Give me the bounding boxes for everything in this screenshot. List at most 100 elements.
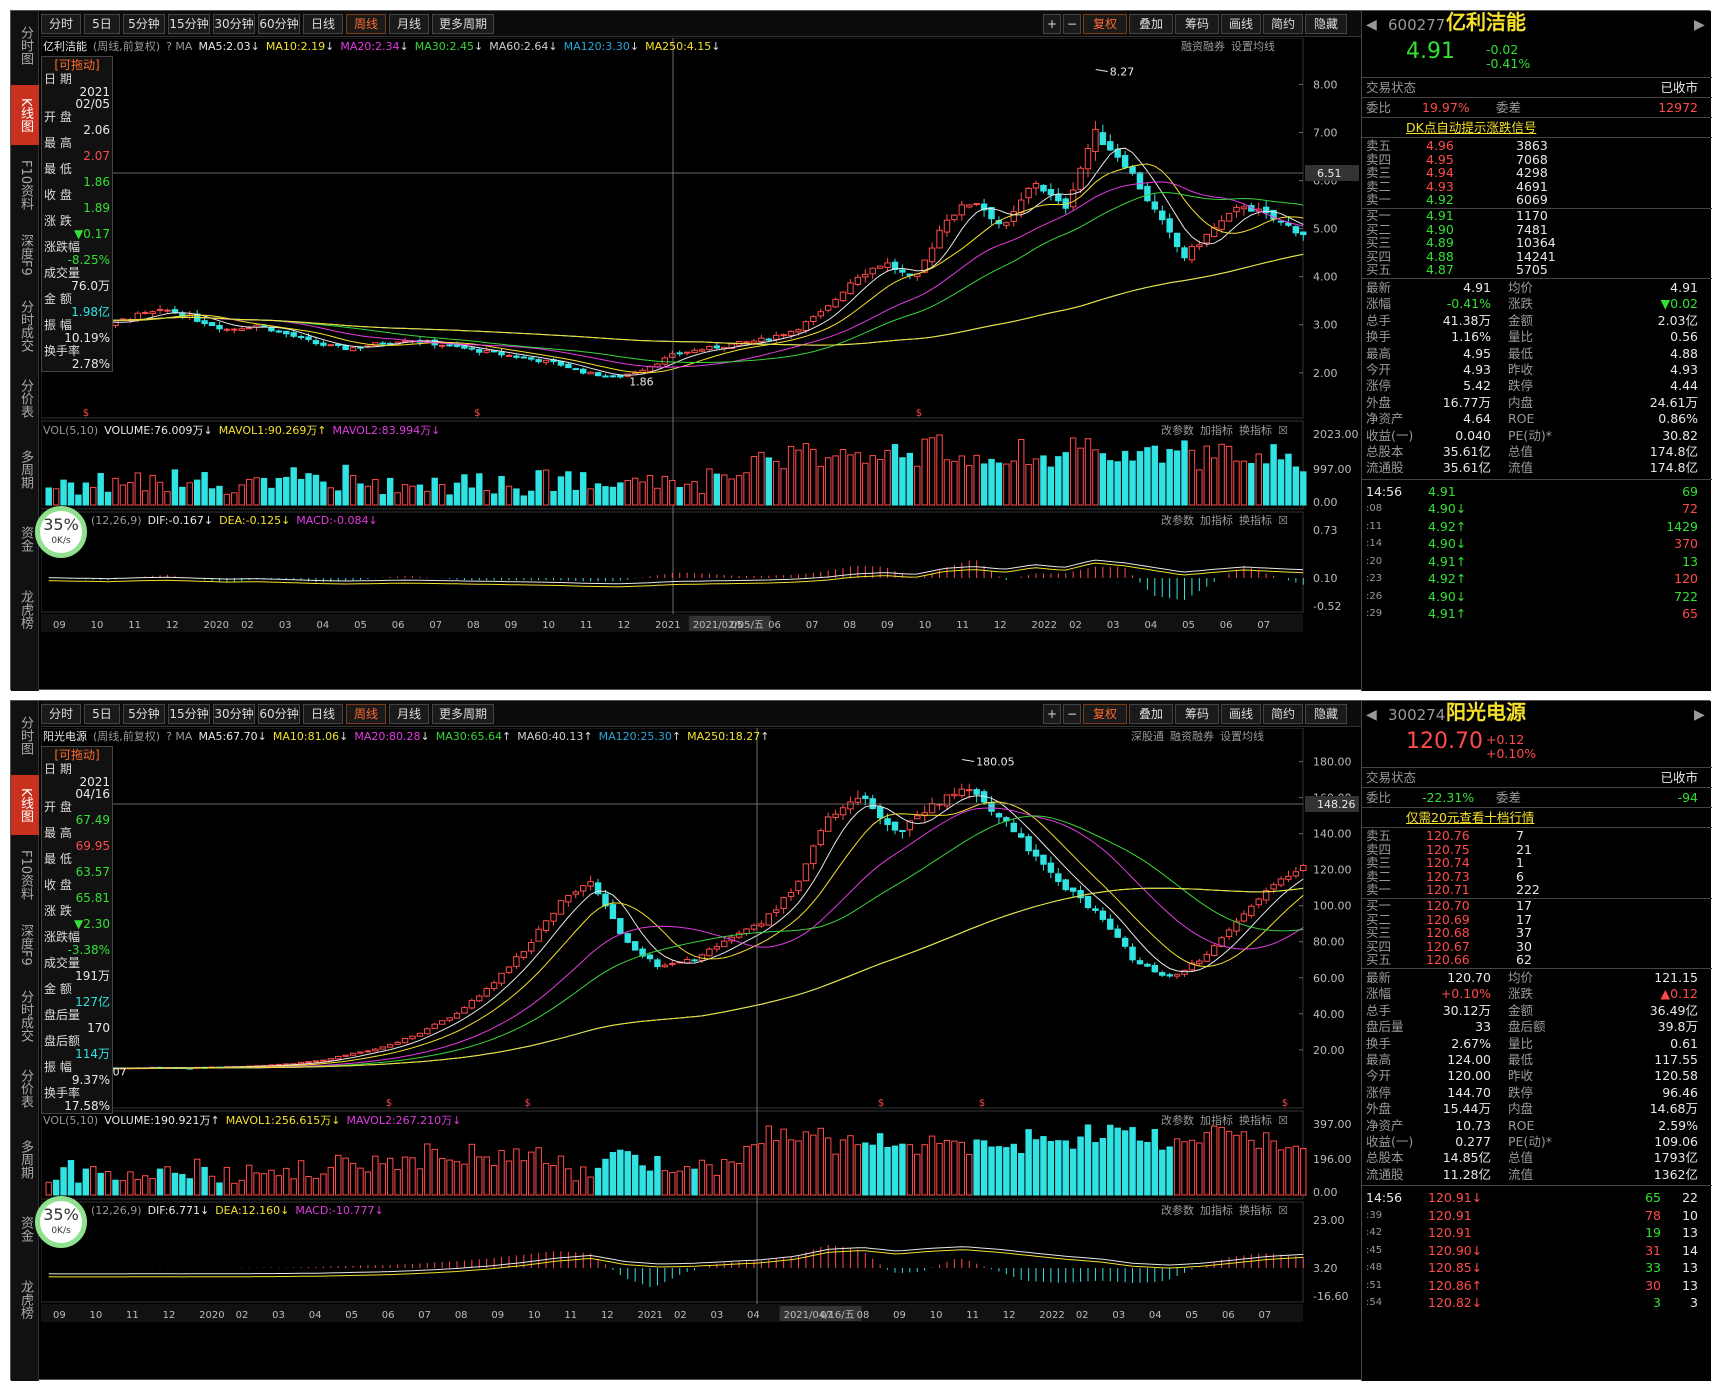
orderbook-row[interactable]: 买二 4.90 7481 xyxy=(1366,222,1706,237)
orderbook-row[interactable]: 买四 4.88 14241 xyxy=(1366,250,1706,264)
toolbar-right-button-3[interactable]: 叠加 xyxy=(1129,704,1173,724)
orderbook-row[interactable]: 卖三 120.74 1 xyxy=(1366,856,1706,870)
orderbook-row[interactable]: 卖三 4.94 4298 xyxy=(1366,166,1706,180)
next-stock-icon[interactable]: ▶ xyxy=(1694,17,1705,33)
toolbar-right-button-2[interactable]: 复权 xyxy=(1083,704,1127,724)
network-speed-badge[interactable]: 35% 0K/s xyxy=(35,1196,87,1248)
stock-name[interactable]: 亿利洁能 xyxy=(43,40,87,53)
toolbar-right-button-7[interactable]: 隐藏 xyxy=(1305,704,1347,724)
data-window[interactable]: [可拖动] 日 期 2021 04/16 开 盘 67.49 最 高 69.95 最 低 63.… xyxy=(41,746,113,1114)
toolbar-right-button-3[interactable]: 叠加 xyxy=(1129,14,1173,34)
toolbar-right-button-2[interactable]: 复权 xyxy=(1083,14,1127,34)
macd-right-0[interactable]: 改参数 xyxy=(1161,1204,1194,1217)
side-tab-8[interactable]: 龙虎榜 xyxy=(18,589,33,629)
side-tab-8[interactable]: 龙虎榜 xyxy=(18,1279,33,1319)
chart-area[interactable]: 2.00 3.00 4.00 5.00 6.00 7.00 8.00 8.27 1.86 6.51… xyxy=(41,38,1501,678)
period-button-4[interactable]: 30分钟 xyxy=(213,14,255,34)
orderbook-row[interactable]: 买三 120.68 37 xyxy=(1366,926,1706,940)
toolbar-right-button-4[interactable]: 筹码 xyxy=(1175,14,1219,34)
network-speed-badge[interactable]: 35% 0K/s xyxy=(35,506,87,558)
side-tab-0[interactable]: 分时图 xyxy=(18,25,33,65)
orderbook-row[interactable]: 买五 4.87 5705 xyxy=(1366,263,1706,277)
period-button-9[interactable]: 更多周期 xyxy=(432,14,494,34)
help-icon[interactable]: ? MA xyxy=(166,730,193,743)
side-tab-1[interactable]: K线图 xyxy=(11,85,39,145)
toolbar-right-button-5[interactable]: 画线 xyxy=(1221,14,1261,34)
toolbar-right-button-7[interactable]: 隐藏 xyxy=(1305,14,1347,34)
period-button-1[interactable]: 5日 xyxy=(84,704,120,724)
vol-right-0[interactable]: 改参数 xyxy=(1161,424,1194,437)
help-icon[interactable]: ? MA xyxy=(166,40,193,53)
period-button-7[interactable]: 周线 xyxy=(346,704,386,724)
toolbar-right-button-5[interactable]: 画线 xyxy=(1221,704,1261,724)
data-window-title[interactable]: [可拖动] xyxy=(54,58,100,72)
promo-link[interactable]: DK点自动提示涨跌信号 xyxy=(1406,120,1537,135)
side-tab-5[interactable]: 分价表 xyxy=(18,1068,33,1108)
next-stock-icon[interactable]: ▶ xyxy=(1694,707,1705,723)
side-tab-4[interactable]: 分时成交 xyxy=(18,300,33,352)
period-button-6[interactable]: 日线 xyxy=(303,704,343,724)
vol-right-1[interactable]: 加指标 xyxy=(1200,424,1233,437)
side-tab-0[interactable]: 分时图 xyxy=(18,715,33,755)
kline-svg[interactable]: 2.003.004.005.006.007.008.008.271.866.51… xyxy=(41,38,1501,678)
vol-right-1[interactable]: 加指标 xyxy=(1200,1114,1233,1127)
orderbook-row[interactable]: 卖一 4.92 6069 xyxy=(1366,193,1706,207)
period-button-6[interactable]: 日线 xyxy=(303,14,343,34)
orderbook-row[interactable]: 买四 120.67 30 xyxy=(1366,940,1706,954)
orderbook-row[interactable]: 买五 120.66 62 xyxy=(1366,953,1706,967)
period-button-2[interactable]: 5分钟 xyxy=(123,704,165,724)
macd-right-2[interactable]: 换指标 xyxy=(1239,1204,1272,1217)
side-tab-4[interactable]: 分时成交 xyxy=(18,990,33,1042)
promo-link[interactable]: 仅需20元查看十档行情 xyxy=(1406,810,1535,825)
period-button-7[interactable]: 周线 xyxy=(346,14,386,34)
toolbar-right-button-4[interactable]: 筹码 xyxy=(1175,704,1219,724)
period-button-0[interactable]: 分时 xyxy=(41,704,81,724)
orderbook-row[interactable]: 买二 120.69 17 xyxy=(1366,912,1706,927)
macd-right-1[interactable]: 加指标 xyxy=(1200,1204,1233,1217)
side-tab-3[interactable]: 深度F9 xyxy=(18,924,33,966)
side-tab-7[interactable]: 资金 xyxy=(18,1216,33,1242)
ma-right-link-1[interactable]: 设置均线 xyxy=(1231,40,1275,53)
ma-right-link-1[interactable]: 融资融券 xyxy=(1170,730,1214,743)
period-button-5[interactable]: 60分钟 xyxy=(258,704,300,724)
close-icon[interactable]: ☒ xyxy=(1278,1114,1288,1127)
orderbook-row[interactable]: 卖二 120.73 6 xyxy=(1366,870,1706,884)
orderbook-row[interactable]: 买一 4.91 1170 xyxy=(1366,209,1706,223)
ma-right-link-2[interactable]: 设置均线 xyxy=(1220,730,1264,743)
side-tab-2[interactable]: F10资料 xyxy=(18,849,33,901)
macd-right-1[interactable]: 加指标 xyxy=(1200,514,1233,527)
side-tab-6[interactable]: 多周期 xyxy=(18,449,33,489)
period-button-5[interactable]: 60分钟 xyxy=(258,14,300,34)
kline-svg[interactable]: 20.0040.0060.0080.00100.00120.00140.0016… xyxy=(41,728,1501,1368)
side-tab-3[interactable]: 深度F9 xyxy=(18,234,33,276)
orderbook-row[interactable]: 卖二 4.93 4691 xyxy=(1366,180,1706,194)
side-tab-6[interactable]: 多周期 xyxy=(18,1139,33,1179)
macd-right-2[interactable]: 换指标 xyxy=(1239,514,1272,527)
toolbar-right-button-6[interactable]: 简约 xyxy=(1263,14,1303,34)
period-button-1[interactable]: 5日 xyxy=(84,14,120,34)
orderbook-row[interactable]: 卖一 120.71 222 xyxy=(1366,883,1706,897)
macd-right-0[interactable]: 改参数 xyxy=(1161,514,1194,527)
toolbar-right-button-0[interactable]: + xyxy=(1043,14,1061,34)
prev-stock-icon[interactable]: ◀ xyxy=(1366,707,1377,723)
toolbar-right-button-1[interactable]: − xyxy=(1063,14,1081,34)
close-icon[interactable]: ☒ xyxy=(1278,1204,1288,1217)
period-button-0[interactable]: 分时 xyxy=(41,14,81,34)
toolbar-right-button-0[interactable]: + xyxy=(1043,704,1061,724)
toolbar-right-button-6[interactable]: 简约 xyxy=(1263,704,1303,724)
vol-right-2[interactable]: 换指标 xyxy=(1239,424,1272,437)
ma-right-link-0[interactable]: 深股通 xyxy=(1131,730,1164,743)
period-button-2[interactable]: 5分钟 xyxy=(123,14,165,34)
period-button-4[interactable]: 30分钟 xyxy=(213,704,255,724)
period-button-8[interactable]: 月线 xyxy=(389,704,429,724)
orderbook-row[interactable]: 买一 120.70 17 xyxy=(1366,899,1706,913)
vol-right-2[interactable]: 换指标 xyxy=(1239,1114,1272,1127)
side-tab-1[interactable]: K线图 xyxy=(11,775,39,835)
close-icon[interactable]: ☒ xyxy=(1278,514,1288,527)
orderbook-row[interactable]: 卖五 4.96 3863 xyxy=(1366,139,1706,153)
orderbook-row[interactable]: 卖五 120.76 7 xyxy=(1366,829,1706,843)
prev-stock-icon[interactable]: ◀ xyxy=(1366,17,1377,33)
toolbar-right-button-1[interactable]: − xyxy=(1063,704,1081,724)
period-button-8[interactable]: 月线 xyxy=(389,14,429,34)
orderbook-row[interactable]: 卖四 120.75 21 xyxy=(1366,842,1706,857)
